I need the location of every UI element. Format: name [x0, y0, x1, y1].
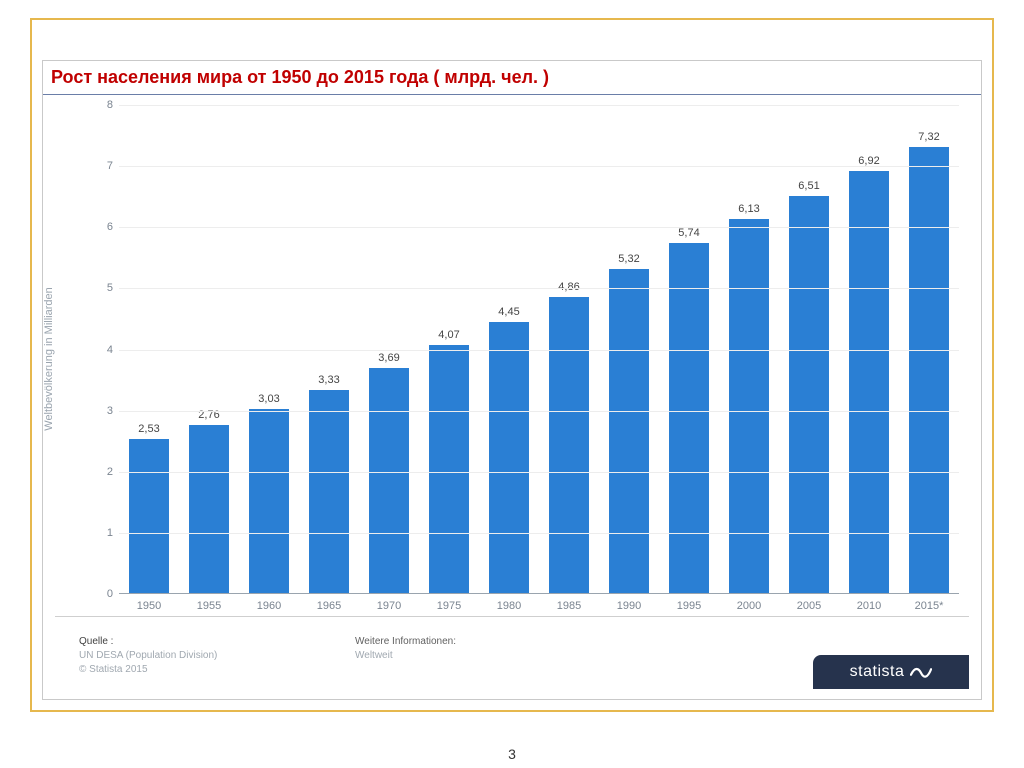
bar: 6,92 — [849, 171, 890, 594]
bar-value-label: 4,86 — [558, 281, 579, 293]
gridline — [119, 105, 959, 106]
bar-value-label: 2,53 — [138, 423, 159, 435]
bar-value-label: 6,13 — [738, 203, 759, 215]
gridline — [119, 411, 959, 412]
bar-value-label: 3,03 — [258, 393, 279, 405]
x-tick-label: 1995 — [659, 600, 719, 612]
chart-area: Weltbevölkerung in Milliarden 2,532,763,… — [55, 101, 969, 617]
statista-wave-icon — [910, 663, 932, 681]
source-label: Quelle : — [79, 635, 217, 649]
bar: 5,32 — [609, 269, 650, 594]
x-tick-label: 2000 — [719, 600, 779, 612]
gridline — [119, 227, 959, 228]
x-tick-label: 1950 — [119, 600, 179, 612]
statista-badge: statista — [813, 655, 969, 689]
x-tick-label: 1975 — [419, 600, 479, 612]
x-tick-label: 2005 — [779, 600, 839, 612]
bar-value-label: 3,69 — [378, 352, 399, 364]
more-info-line1: Weltweit — [355, 649, 456, 663]
bar-value-label: 6,51 — [798, 180, 819, 192]
y-tick-label: 1 — [93, 527, 113, 539]
bar: 4,86 — [549, 297, 590, 594]
bar-value-label: 5,74 — [678, 227, 699, 239]
bar: 4,45 — [489, 322, 530, 594]
chart-footer: Quelle : UN DESA (Population Division) ©… — [55, 627, 969, 689]
bar: 3,69 — [369, 368, 410, 594]
y-tick-label: 7 — [93, 160, 113, 172]
bar: 6,51 — [789, 196, 830, 594]
y-tick-label: 6 — [93, 221, 113, 233]
x-tick-label: 1985 — [539, 600, 599, 612]
bar: 3,03 — [249, 409, 290, 594]
more-info-label: Weitere Informationen: — [355, 635, 456, 649]
gridline — [119, 288, 959, 289]
panel-title-row: Рост населения мира от 1950 до 2015 года… — [43, 61, 981, 95]
slide: Рост населения мира от 1950 до 2015 года… — [0, 0, 1024, 768]
gridline — [119, 166, 959, 167]
bar: 7,32 — [909, 147, 950, 594]
panel-title: Рост населения мира от 1950 до 2015 года… — [51, 67, 549, 87]
page-number: 3 — [0, 746, 1024, 762]
bar-value-label: 5,32 — [618, 253, 639, 265]
source-line2: © Statista 2015 — [79, 663, 217, 677]
y-tick-label: 5 — [93, 282, 113, 294]
y-tick-label: 8 — [93, 99, 113, 111]
bar-value-label: 7,32 — [918, 131, 939, 143]
y-tick-label: 3 — [93, 405, 113, 417]
statista-text: statista — [850, 663, 905, 681]
gridline — [119, 350, 959, 351]
x-tick-label: 2015* — [899, 600, 959, 612]
outer-frame: Рост населения мира от 1950 до 2015 года… — [30, 18, 994, 712]
more-info-block: Weitere Informationen: Weltweit — [355, 635, 456, 663]
plot-region: 2,53 2,76 3,03 3,33 3,69 4,07 4,45 4,86 5,32 5,74… — [119, 105, 959, 594]
y-tick-label: 0 — [93, 588, 113, 600]
x-tick-label: 1960 — [239, 600, 299, 612]
y-axis-label: Weltbevölkerung in Milliarden — [43, 287, 55, 430]
bar: 4,07 — [429, 345, 470, 594]
bar: 6,13 — [729, 219, 770, 594]
bar: 5,74 — [669, 243, 710, 594]
bar: 3,33 — [309, 390, 350, 594]
bar-value-label: 3,33 — [318, 374, 339, 386]
chart-panel: Рост населения мира от 1950 до 2015 года… — [42, 60, 982, 700]
x-tick-label: 1990 — [599, 600, 659, 612]
x-tick-label: 1955 — [179, 600, 239, 612]
gridline — [119, 533, 959, 534]
x-tick-label: 1970 — [359, 600, 419, 612]
bar: 2,76 — [189, 425, 230, 594]
source-line1: UN DESA (Population Division) — [79, 649, 217, 663]
y-tick-label: 2 — [93, 466, 113, 478]
source-block: Quelle : UN DESA (Population Division) ©… — [79, 635, 217, 677]
y-tick-label: 4 — [93, 344, 113, 356]
x-tick-label: 2010 — [839, 600, 899, 612]
x-axis-baseline — [119, 593, 959, 594]
bar-value-label: 4,07 — [438, 329, 459, 341]
bar-value-label: 4,45 — [498, 306, 519, 318]
x-tick-label: 1980 — [479, 600, 539, 612]
gridline — [119, 472, 959, 473]
bar: 2,53 — [129, 439, 170, 594]
x-tick-label: 1965 — [299, 600, 359, 612]
